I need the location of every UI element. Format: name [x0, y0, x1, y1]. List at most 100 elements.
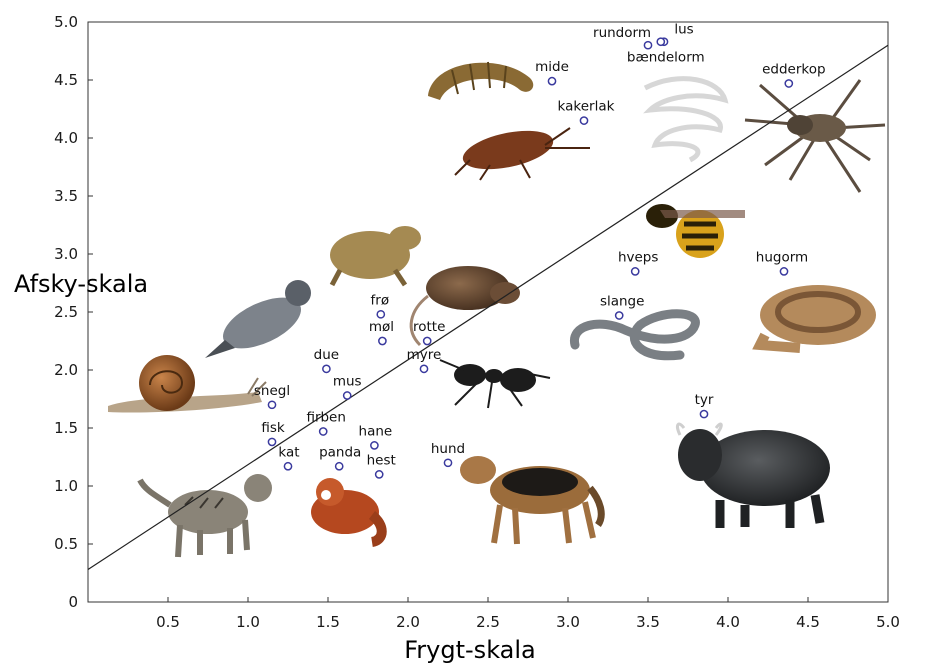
- point-label: rotte: [413, 319, 445, 335]
- data-point-kakerlak: kakerlak: [558, 99, 615, 125]
- point-label: snegl: [254, 383, 290, 399]
- data-point-lus: lus: [659, 22, 694, 47]
- point-marker: [267, 437, 277, 447]
- point-marker: [370, 441, 379, 450]
- data-point-bændelorm: bændelorm: [627, 37, 705, 66]
- data-point-hveps: hveps: [618, 249, 658, 276]
- point-label: hest: [367, 452, 396, 468]
- point-label: fisk: [261, 420, 285, 436]
- point-label: rundorm: [593, 25, 651, 41]
- pigeon-illustration: [205, 280, 311, 358]
- point-label: hveps: [618, 249, 658, 265]
- y-tick-label: 3.5: [54, 187, 78, 205]
- red-panda-illustration: [311, 478, 387, 547]
- data-points: rundorm lus bændelorm mide edderkop kakerlak h…: [254, 22, 826, 479]
- point-marker: [779, 267, 789, 276]
- point-marker: [318, 427, 328, 436]
- toad-illustration: [329, 226, 421, 287]
- point-label: slange: [600, 293, 645, 309]
- y-tick-label: 4.0: [54, 129, 78, 147]
- point-label: panda: [319, 444, 361, 460]
- trendline: [87, 44, 889, 571]
- y-tick-label: 2.5: [54, 303, 78, 321]
- point-marker: [614, 311, 624, 320]
- point-marker: [334, 461, 344, 471]
- point-marker: [443, 458, 453, 468]
- point-marker: [374, 470, 384, 479]
- point-marker: [283, 461, 293, 471]
- y-tick-label: 0: [68, 593, 78, 611]
- point-label: hugorm: [756, 249, 808, 265]
- point-marker: [643, 40, 653, 50]
- x-tick-label: 3.5: [636, 613, 660, 631]
- point-label: hund: [431, 441, 465, 457]
- data-point-due: due: [314, 347, 339, 374]
- spider-illustration: [744, 79, 886, 193]
- point-marker: [342, 391, 352, 400]
- x-tick-label: 1.5: [316, 613, 340, 631]
- point-label: myre: [407, 347, 442, 363]
- point-label: lus: [674, 22, 693, 38]
- data-point-hugorm: hugorm: [756, 249, 808, 276]
- axes-frame: 0.5 1.0 1.5 2.0 2.5 3.0 3.5 4.0 4.5 5.0 0 0.5 1.0 1.5…: [54, 13, 900, 631]
- data-point-edderkop: edderkop: [762, 61, 826, 88]
- x-axis-title: Frygt-skala: [404, 636, 536, 664]
- x-tick-label: 2.5: [476, 613, 500, 631]
- animal-illustrations: [108, 61, 886, 558]
- point-label: bændelorm: [627, 50, 705, 66]
- wasp-illustration: [646, 204, 745, 258]
- larva-illustration: [428, 61, 534, 100]
- point-marker: [422, 336, 432, 346]
- dog-illustration: [460, 456, 605, 545]
- point-marker: [699, 409, 709, 419]
- point-label: due: [314, 347, 339, 363]
- viper-illustration: [752, 285, 876, 353]
- y-tick-label: 3.0: [54, 245, 78, 263]
- trendline-group: [87, 44, 889, 571]
- data-point-myre: myre: [407, 347, 442, 374]
- point-label: tyr: [695, 392, 714, 408]
- point-label: kat: [278, 444, 299, 460]
- data-point-mide: mide: [535, 59, 569, 86]
- y-tick-label: 4.5: [54, 71, 78, 89]
- point-label: edderkop: [762, 61, 825, 77]
- point-marker: [630, 267, 640, 276]
- y-tick-label: 1.5: [54, 419, 78, 437]
- data-point-rundorm: rundorm: [593, 25, 653, 50]
- point-marker: [322, 364, 331, 374]
- ant-illustration: [439, 359, 551, 409]
- data-point-kat: kat: [278, 444, 300, 471]
- data-point-firben: firben: [306, 409, 346, 436]
- point-label: mide: [535, 59, 569, 75]
- point-label: frø: [371, 292, 390, 308]
- data-point-mus: mus: [333, 374, 362, 400]
- data-point-rotte: rotte: [413, 319, 445, 346]
- cat-illustration: [137, 474, 272, 558]
- point-label: hane: [359, 423, 393, 439]
- point-marker: [378, 336, 387, 346]
- x-tick-label: 1.0: [236, 613, 260, 631]
- y-tick-label: 2.0: [54, 361, 78, 379]
- bull-illustration: [675, 422, 830, 528]
- x-tick-label: 0.5: [156, 613, 180, 631]
- tapeworm-illustration: [643, 76, 729, 163]
- point-marker: [419, 364, 429, 374]
- point-label: møl: [369, 319, 394, 335]
- x-tick-label: 2.0: [396, 613, 420, 631]
- point-marker: [267, 400, 277, 410]
- y-tick-label: 1.0: [54, 477, 78, 495]
- point-marker: [656, 37, 666, 47]
- data-point-slange: slange: [600, 293, 645, 320]
- y-axis-title: Afsky-skala: [14, 270, 148, 298]
- data-point-hane: hane: [359, 423, 393, 450]
- data-point-fisk: fisk: [261, 420, 285, 447]
- data-point-hest: hest: [367, 452, 396, 479]
- y-tick-label: 5.0: [54, 13, 78, 31]
- cockroach-illustration: [454, 127, 590, 181]
- rat-illustration: [409, 266, 520, 347]
- data-point-møl: møl: [369, 319, 394, 346]
- point-label: kakerlak: [558, 99, 615, 115]
- y-tick-label: 0.5: [54, 535, 78, 553]
- point-marker: [579, 116, 589, 125]
